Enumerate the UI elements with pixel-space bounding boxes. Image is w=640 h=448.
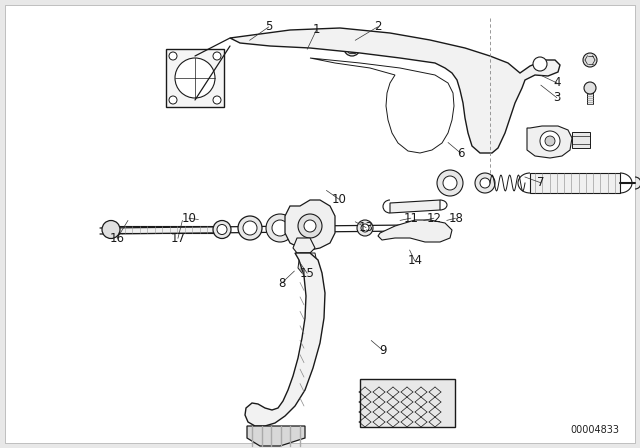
Circle shape bbox=[175, 58, 215, 98]
Text: 15: 15 bbox=[300, 267, 315, 280]
Polygon shape bbox=[378, 220, 452, 242]
Circle shape bbox=[217, 224, 227, 234]
Circle shape bbox=[545, 136, 555, 146]
Polygon shape bbox=[293, 238, 315, 253]
Polygon shape bbox=[298, 253, 318, 273]
Circle shape bbox=[298, 214, 322, 238]
Circle shape bbox=[475, 173, 495, 193]
Text: 6: 6 bbox=[457, 146, 465, 160]
Circle shape bbox=[102, 220, 120, 238]
Text: 10: 10 bbox=[181, 211, 196, 225]
Circle shape bbox=[437, 170, 463, 196]
Polygon shape bbox=[527, 126, 572, 158]
Text: 2: 2 bbox=[374, 20, 381, 34]
Circle shape bbox=[266, 214, 294, 242]
Text: 4: 4 bbox=[553, 76, 561, 90]
Text: 13: 13 bbox=[358, 221, 374, 234]
Circle shape bbox=[348, 44, 356, 52]
Circle shape bbox=[243, 221, 257, 235]
Text: 12: 12 bbox=[426, 211, 442, 225]
Text: 10: 10 bbox=[332, 193, 347, 206]
Circle shape bbox=[540, 131, 560, 151]
Bar bbox=[530, 173, 620, 193]
Text: 8: 8 bbox=[278, 276, 285, 290]
Polygon shape bbox=[285, 200, 335, 250]
Polygon shape bbox=[390, 200, 440, 213]
Circle shape bbox=[584, 82, 596, 94]
Bar bbox=[572, 132, 590, 148]
Bar bbox=[115, 226, 222, 233]
Circle shape bbox=[344, 40, 360, 56]
Circle shape bbox=[169, 96, 177, 104]
Text: 11: 11 bbox=[403, 211, 419, 225]
Text: 18: 18 bbox=[448, 211, 463, 225]
Text: 1: 1 bbox=[313, 22, 321, 36]
Polygon shape bbox=[245, 253, 325, 426]
Text: 5: 5 bbox=[265, 20, 273, 34]
Polygon shape bbox=[310, 58, 454, 153]
Circle shape bbox=[213, 96, 221, 104]
Polygon shape bbox=[230, 28, 560, 153]
Circle shape bbox=[213, 52, 221, 60]
Circle shape bbox=[238, 216, 262, 240]
Text: 7: 7 bbox=[537, 176, 545, 190]
Text: 00004833: 00004833 bbox=[570, 425, 620, 435]
Circle shape bbox=[443, 176, 457, 190]
Circle shape bbox=[583, 53, 597, 67]
Circle shape bbox=[213, 220, 231, 238]
Circle shape bbox=[533, 57, 547, 71]
Polygon shape bbox=[166, 49, 224, 107]
Circle shape bbox=[480, 178, 490, 188]
Polygon shape bbox=[247, 426, 305, 446]
Text: 16: 16 bbox=[109, 232, 125, 245]
Circle shape bbox=[169, 52, 177, 60]
Text: 9: 9 bbox=[379, 344, 387, 357]
Circle shape bbox=[304, 220, 316, 232]
Circle shape bbox=[272, 220, 288, 236]
Circle shape bbox=[357, 220, 373, 236]
Text: 3: 3 bbox=[553, 91, 561, 104]
Circle shape bbox=[361, 224, 369, 232]
Text: 17: 17 bbox=[170, 232, 186, 245]
Bar bbox=[360, 379, 455, 427]
Text: 14: 14 bbox=[407, 254, 422, 267]
Bar bbox=[587, 92, 593, 104]
